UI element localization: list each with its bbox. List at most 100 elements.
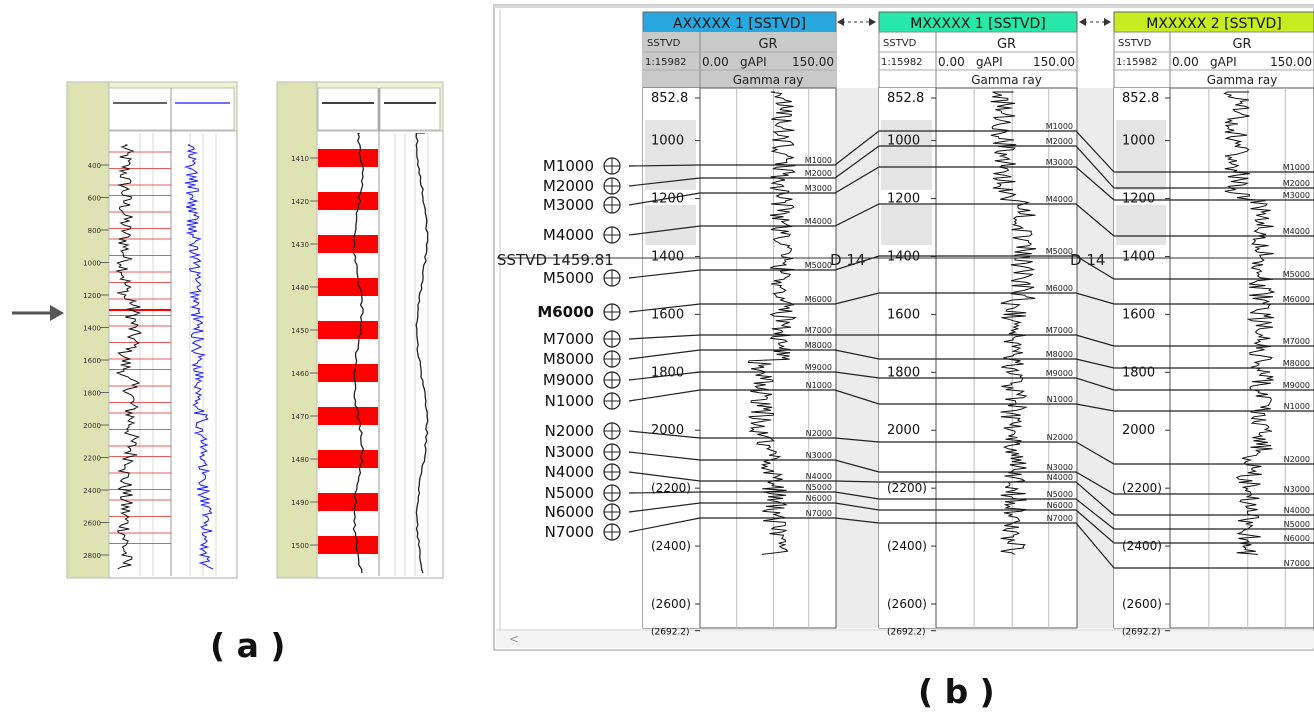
marker-n4000[interactable]: N4000 [545, 463, 621, 481]
marker-crosshair-icon[interactable] [603, 330, 621, 348]
marker-track-label: N1000 [1047, 395, 1073, 404]
marker-label: M1000 [543, 157, 594, 175]
marker-crosshair-icon[interactable] [603, 523, 621, 541]
depth-label: 1800 [651, 365, 684, 380]
marker-label: M2000 [543, 177, 594, 195]
marker-track-label: N4000 [1284, 506, 1310, 515]
depth-tick-label: 1800 [83, 390, 101, 398]
depth-tick-label: 2400 [83, 487, 101, 495]
marker-crosshair-icon[interactable] [603, 422, 621, 440]
marker-label: N3000 [545, 443, 594, 461]
depth-label: (2400) [887, 539, 927, 553]
marker-track-label: M6000 [805, 295, 832, 304]
marker-track-label: M3000 [1046, 158, 1073, 167]
interval-bar [318, 235, 378, 253]
marker-track-label: N6000 [1047, 501, 1073, 510]
marker-label: N5000 [545, 484, 594, 502]
marker-m3000[interactable]: M3000 [543, 196, 621, 214]
marker-label: N6000 [545, 503, 594, 521]
well-name: AXXXXX 1 [SSTVD] [673, 16, 806, 32]
log-max: 150.00 [1033, 55, 1075, 69]
marker-m2000[interactable]: M2000 [543, 177, 621, 195]
marker-track-label: N1000 [1284, 402, 1310, 411]
caption-b: ( b ) [918, 672, 995, 711]
marker-correlation: N4000 N4000 N4000 [628, 471, 1314, 516]
depth-tick-label: 1480 [291, 456, 309, 464]
marker-track-label: M2000 [1046, 137, 1073, 146]
marker-track-label: N2000 [1047, 433, 1073, 442]
marker-crosshair-icon[interactable] [603, 463, 621, 481]
marker-correlation: M1000 M1000 M1000 [628, 122, 1314, 173]
marker-track-label: M3000 [1283, 191, 1310, 200]
well-link-connector [1079, 18, 1111, 26]
marker-track-label: N5000 [806, 483, 832, 492]
cursor-depth-label: SSTVD 1459.81 [497, 251, 614, 269]
marker-crosshair-icon[interactable] [603, 503, 621, 521]
depth-tick-label: 1430 [291, 241, 309, 249]
marker-crosshair-icon[interactable] [603, 303, 621, 321]
depth-tick-label: 1000 [83, 260, 101, 268]
interval-bar [318, 493, 378, 511]
marker-correlation: M9000 M9000 M9000 [628, 363, 1314, 391]
marker-crosshair-icon[interactable] [603, 269, 621, 287]
marker-label: M4000 [543, 226, 594, 244]
marker-track-label: N4000 [806, 472, 832, 481]
marker-m5000[interactable]: M5000 [543, 269, 621, 287]
depth-label: 1400 [1122, 249, 1155, 264]
cursor-depth-fragment: D 14 [830, 251, 865, 269]
marker-m9000[interactable]: M9000 [543, 371, 621, 389]
depth-tick-label: 1440 [291, 284, 309, 292]
depth-label: 2000 [887, 423, 920, 438]
marker-n2000[interactable]: N2000 [545, 422, 621, 440]
depth-cursor: SSTVD 1459.81 D 14 D 14 [497, 251, 1314, 269]
marker-correlation: N2000 N2000 N2000 [628, 429, 1314, 465]
horizontal-scrollbar[interactable]: < [496, 629, 1314, 648]
marker-track-label: M5000 [1283, 270, 1310, 279]
marker-crosshair-icon[interactable] [603, 371, 621, 389]
marker-crosshair-icon[interactable] [603, 350, 621, 368]
marker-crosshair-icon[interactable] [603, 196, 621, 214]
marker-m8000[interactable]: M8000 [543, 350, 621, 368]
marker-m4000[interactable]: M4000 [543, 226, 621, 244]
marker-crosshair-icon[interactable] [603, 226, 621, 244]
depth-label: 1400 [651, 249, 684, 264]
marker-track-label: N6000 [806, 494, 832, 503]
marker-crosshair-icon[interactable] [603, 443, 621, 461]
depth-label: 1600 [887, 307, 920, 322]
interval-bar [318, 536, 378, 554]
marker-track-label: M1000 [1283, 163, 1310, 172]
depth-label: (2200) [887, 481, 927, 495]
marker-crosshair-icon[interactable] [603, 157, 621, 175]
marker-correlation: M5000 M5000 M5000 [628, 247, 1314, 280]
marker-correlation: N5000 N5000 N5000 [628, 483, 1314, 530]
interval-bar [318, 450, 378, 468]
marker-correlation: M7000 M7000 M7000 [628, 326, 1314, 347]
marker-label: N2000 [545, 422, 594, 440]
marker-m1000[interactable]: M1000 [543, 157, 621, 175]
marker-n1000[interactable]: N1000 [545, 392, 621, 410]
marker-crosshair-icon[interactable] [603, 484, 621, 502]
marker-crosshair-icon[interactable] [603, 177, 621, 195]
marker-n5000[interactable]: N5000 [545, 484, 621, 502]
depth-tick-label: 1490 [291, 499, 309, 507]
marker-m7000[interactable]: M7000 [543, 330, 621, 348]
marker-track-label: N1000 [806, 381, 832, 390]
scroll-left-arrow-icon[interactable]: < [509, 632, 519, 646]
interval-bar [318, 149, 378, 167]
depth-label: (2600) [1122, 597, 1162, 611]
log-name: GR [1232, 37, 1251, 52]
well-name: MXXXXX 1 [SSTVD] [910, 16, 1045, 32]
marker-n3000[interactable]: N3000 [545, 443, 621, 461]
marker-label: M8000 [543, 350, 594, 368]
marker-n6000[interactable]: N6000 [545, 503, 621, 521]
marker-n7000[interactable]: N7000 [545, 523, 621, 541]
marker-track-label: M4000 [1046, 195, 1073, 204]
depth-label: (2200) [1122, 481, 1162, 495]
depth-label: (2400) [1122, 539, 1162, 553]
marker-track-label: M4000 [805, 217, 832, 226]
marker-crosshair-icon[interactable] [603, 392, 621, 410]
marker-m6000[interactable]: M6000 [537, 303, 621, 321]
depth-label: 1800 [887, 365, 920, 380]
cursor-depth-fragment: D 14 [1070, 251, 1105, 269]
interval-bar [318, 278, 378, 296]
